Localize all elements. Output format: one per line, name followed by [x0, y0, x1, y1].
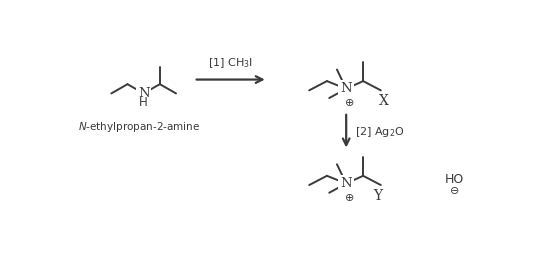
Text: $\oplus$: $\oplus$: [344, 97, 354, 108]
Text: $\it{N}$-ethylpropan-2-amine: $\it{N}$-ethylpropan-2-amine: [78, 120, 200, 134]
Text: $\oplus$: $\oplus$: [344, 192, 354, 203]
Text: N: N: [340, 82, 352, 95]
Text: H: H: [139, 96, 148, 109]
Text: HO: HO: [444, 173, 464, 186]
Text: Y: Y: [373, 189, 382, 203]
Text: N: N: [340, 177, 352, 190]
Text: X: X: [379, 94, 389, 108]
Text: N: N: [138, 87, 149, 100]
Text: [1] CH$_3$I: [1] CH$_3$I: [208, 56, 253, 70]
Text: [2] Ag$_2$O: [2] Ag$_2$O: [355, 125, 405, 139]
Text: $\ominus$: $\ominus$: [449, 185, 459, 196]
